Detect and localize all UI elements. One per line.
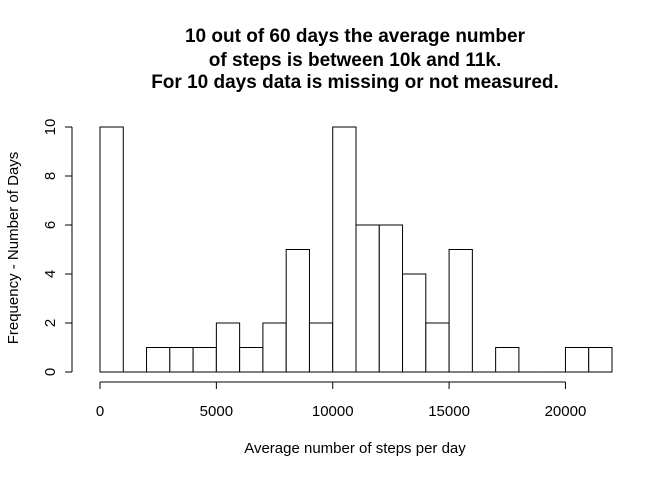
x-tick-label: 10000 [312,403,354,420]
y-tick-label: 0 [42,368,59,376]
histogram-bar [564,347,590,373]
histogram-bar [99,126,124,373]
x-axis-label: Average number of steps per day [244,440,466,457]
histogram-bar [285,249,310,373]
chart-title-line-2: of steps is between 10k and 11k. [208,50,502,71]
histogram-bar [495,347,520,373]
histogram-bar [239,347,264,373]
chart-title-line-3: For 10 days data is missing or not measu… [151,72,559,93]
histogram-bar [425,322,450,373]
histogram-bar [215,322,241,373]
histogram-bar [169,347,194,373]
histogram-bar [588,347,613,373]
histogram-bar [355,224,380,373]
y-tick-label: 8 [42,172,59,180]
histogram-bar [262,322,287,373]
y-axis-label: Frequency - Number of Days [5,152,22,345]
histogram-bar [448,249,473,373]
chart-title-line-1: 10 out of 60 days the average number [184,26,525,47]
histogram-bar [402,273,427,373]
x-tick-label: 0 [96,403,104,420]
x-axis: 0 5000 10000 15000 20000 [96,381,587,420]
histogram-bar [146,347,171,373]
y-tick-label: 4 [42,270,59,278]
y-tick-label: 2 [42,319,59,327]
histogram-bar [332,126,357,373]
y-tick-label: 10 [42,119,59,136]
bars-group [99,126,613,373]
histogram-bar [308,322,334,373]
x-tick-label: 20000 [545,403,587,420]
x-tick-label: 5000 [200,403,233,420]
histogram-bar [378,224,404,373]
histogram-bar [192,347,217,373]
y-axis: 0 2 4 6 8 10 [42,119,73,376]
x-tick-label: 15000 [428,403,470,420]
y-tick-label: 6 [42,221,59,229]
